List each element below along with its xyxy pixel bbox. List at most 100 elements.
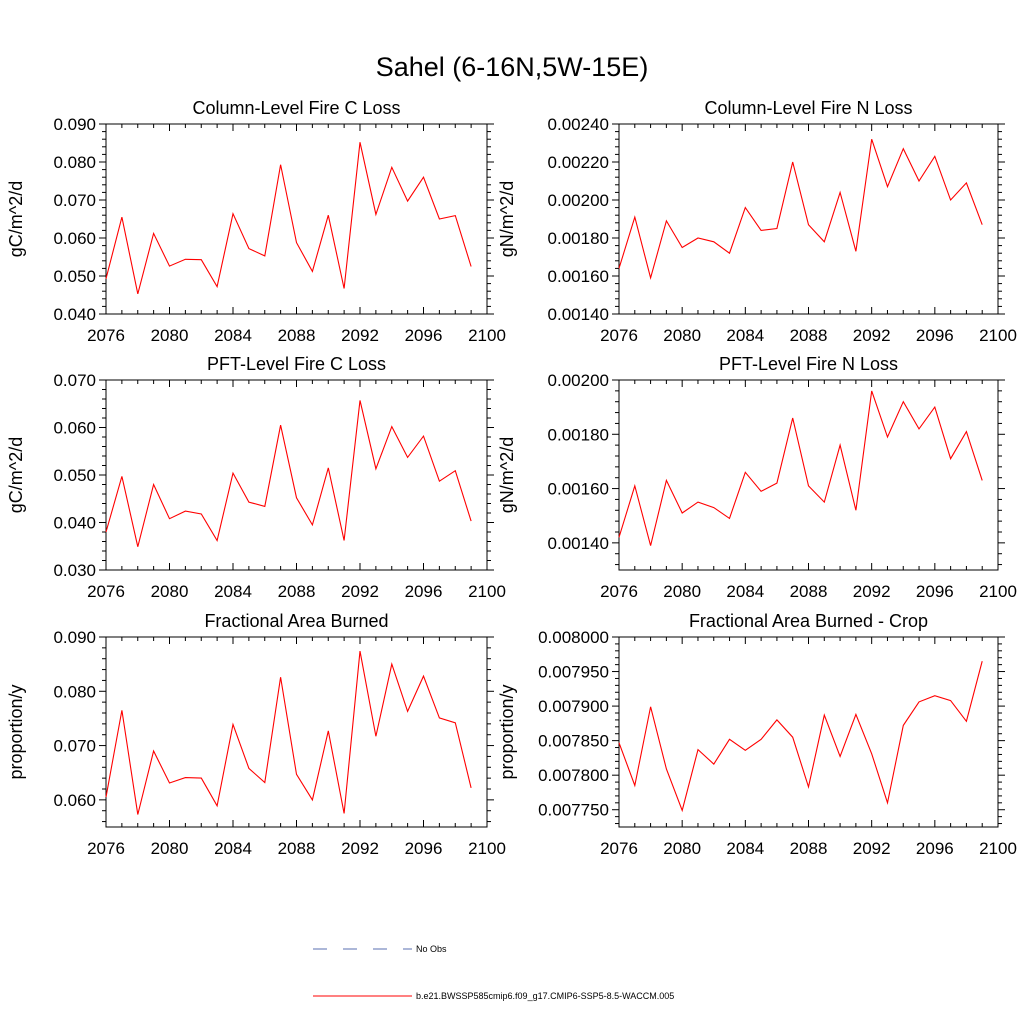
x-tick-label: 2076	[600, 582, 638, 601]
x-tick-label: 2076	[87, 839, 125, 858]
x-tick-label: 2092	[341, 839, 379, 858]
y-axis-label: proportion/y	[6, 684, 26, 779]
y-tick-label: 0.040	[53, 514, 96, 533]
x-tick-label: 2076	[600, 839, 638, 858]
x-tick-label: 2100	[468, 326, 506, 345]
y-tick-label: 0.00160	[548, 480, 609, 499]
y-tick-label: 0.070	[53, 371, 96, 390]
x-tick-label: 2080	[663, 326, 701, 345]
y-tick-label: 0.090	[53, 115, 96, 134]
y-tick-label: 0.00180	[548, 425, 609, 444]
y-tick-label: 0.00140	[548, 305, 609, 324]
x-tick-label: 2080	[663, 582, 701, 601]
x-tick-label: 2080	[151, 582, 189, 601]
y-tick-label: 0.030	[53, 561, 96, 580]
y-tick-label: 0.040	[53, 305, 96, 324]
y-axis-label: gC/m^2/d	[6, 437, 26, 513]
y-tick-label: 0.007800	[538, 766, 609, 785]
x-tick-label: 2092	[341, 326, 379, 345]
figure-title: Sahel (6-16N,5W-15E)	[376, 52, 649, 82]
panel-1: Column-Level Fire C Loss 2076 2080 2084 2088…	[6, 98, 506, 345]
x-tick-label: 2084	[726, 582, 764, 601]
x-tick-label: 2100	[979, 326, 1017, 345]
y-tick-label: 0.00160	[548, 267, 609, 286]
legend-obs-label: No Obs	[416, 944, 447, 954]
plot-frame	[618, 379, 999, 571]
x-tick-label: 2096	[405, 839, 443, 858]
panel-title: Fractional Area Burned	[204, 611, 388, 631]
x-tick-label: 2092	[853, 582, 891, 601]
x-tick-label: 2084	[214, 839, 252, 858]
y-tick-label: 0.007750	[538, 801, 609, 820]
panel-title: PFT-Level Fire N Loss	[719, 354, 898, 374]
y-tick-label: 0.080	[53, 682, 96, 701]
y-tick-label: 0.050	[53, 466, 96, 485]
x-tick-label: 2088	[790, 839, 828, 858]
y-tick-label: 0.008000	[538, 628, 609, 647]
y-axis-label: gN/m^2/d	[497, 181, 517, 257]
panel-4: PFT-Level Fire N Loss 2076 2080 2084 2088 209…	[497, 354, 1017, 601]
y-tick-label: 0.070	[53, 737, 96, 756]
x-tick-label: 2092	[853, 326, 891, 345]
x-tick-label: 2100	[979, 582, 1017, 601]
panel-title: Fractional Area Burned - Crop	[689, 611, 928, 631]
legend-model-label: b.e21.BWSSP585cmip6.f09_g17.CMIP6-SSP5-8…	[416, 991, 674, 1001]
y-tick-label: 0.090	[53, 628, 96, 647]
y-tick-label: 0.00240	[548, 115, 609, 134]
y-tick-label: 0.060	[53, 791, 96, 810]
plot-frame	[618, 636, 999, 828]
series-line-1	[105, 650, 472, 815]
y-tick-label: 0.00220	[548, 153, 609, 172]
y-tick-label: 0.007850	[538, 732, 609, 751]
x-tick-label: 2088	[790, 582, 828, 601]
y-tick-label: 0.080	[53, 153, 96, 172]
legend: No Obs b.e21.BWSSP585cmip6.f09_g17.CMIP6…	[313, 944, 674, 1001]
x-tick-label: 2096	[916, 582, 954, 601]
y-tick-label: 0.00200	[548, 371, 609, 390]
x-tick-label: 2088	[278, 839, 316, 858]
x-tick-label: 2084	[726, 326, 764, 345]
y-tick-label: 0.007900	[538, 697, 609, 716]
series-line-1	[618, 661, 983, 813]
x-tick-label: 2100	[979, 839, 1017, 858]
y-tick-label: 0.00180	[548, 229, 609, 248]
y-axis-label: proportion/y	[497, 684, 517, 779]
x-tick-label: 2100	[468, 582, 506, 601]
x-tick-label: 2084	[214, 326, 252, 345]
panel-5: Fractional Area Burned 2076 2080 2084 2088 20…	[6, 611, 506, 858]
x-tick-label: 2076	[600, 326, 638, 345]
panel-2: Column-Level Fire N Loss 2076 2080 2084 2088…	[497, 98, 1017, 345]
x-tick-label: 2080	[663, 839, 701, 858]
plot-frame	[618, 123, 999, 315]
panel-6: Fractional Area Burned - Crop 2076 2080 208…	[497, 611, 1017, 858]
x-tick-label: 2096	[405, 582, 443, 601]
x-tick-label: 2088	[790, 326, 828, 345]
series-line-1	[618, 139, 983, 281]
x-tick-label: 2084	[726, 839, 764, 858]
y-tick-label: 0.060	[53, 229, 96, 248]
panel-3: PFT-Level Fire C Loss 2076 2080 2084 2088 209…	[6, 354, 506, 601]
x-tick-label: 2080	[151, 839, 189, 858]
y-tick-label: 0.007950	[538, 663, 609, 682]
panel-title: Column-Level Fire N Loss	[704, 98, 912, 118]
y-tick-label: 0.060	[53, 419, 96, 438]
y-axis-label: gC/m^2/d	[6, 181, 26, 257]
y-tick-label: 0.050	[53, 267, 96, 286]
x-tick-label: 2088	[278, 582, 316, 601]
x-tick-label: 2100	[468, 839, 506, 858]
x-tick-label: 2080	[151, 326, 189, 345]
y-tick-label: 0.00200	[548, 191, 609, 210]
plot-frame	[105, 379, 488, 571]
x-tick-label: 2096	[916, 326, 954, 345]
plot-frame	[105, 123, 488, 315]
x-tick-label: 2092	[853, 839, 891, 858]
panel-title: Column-Level Fire C Loss	[192, 98, 400, 118]
y-axis-label: gN/m^2/d	[497, 437, 517, 513]
panel-title: PFT-Level Fire C Loss	[207, 354, 386, 374]
series-line-1	[618, 390, 983, 546]
series-line-1	[105, 400, 472, 547]
panels: Column-Level Fire C Loss 2076 2080 2084 2088…	[6, 98, 1017, 858]
plot-frame	[105, 636, 488, 828]
x-tick-label: 2092	[341, 582, 379, 601]
